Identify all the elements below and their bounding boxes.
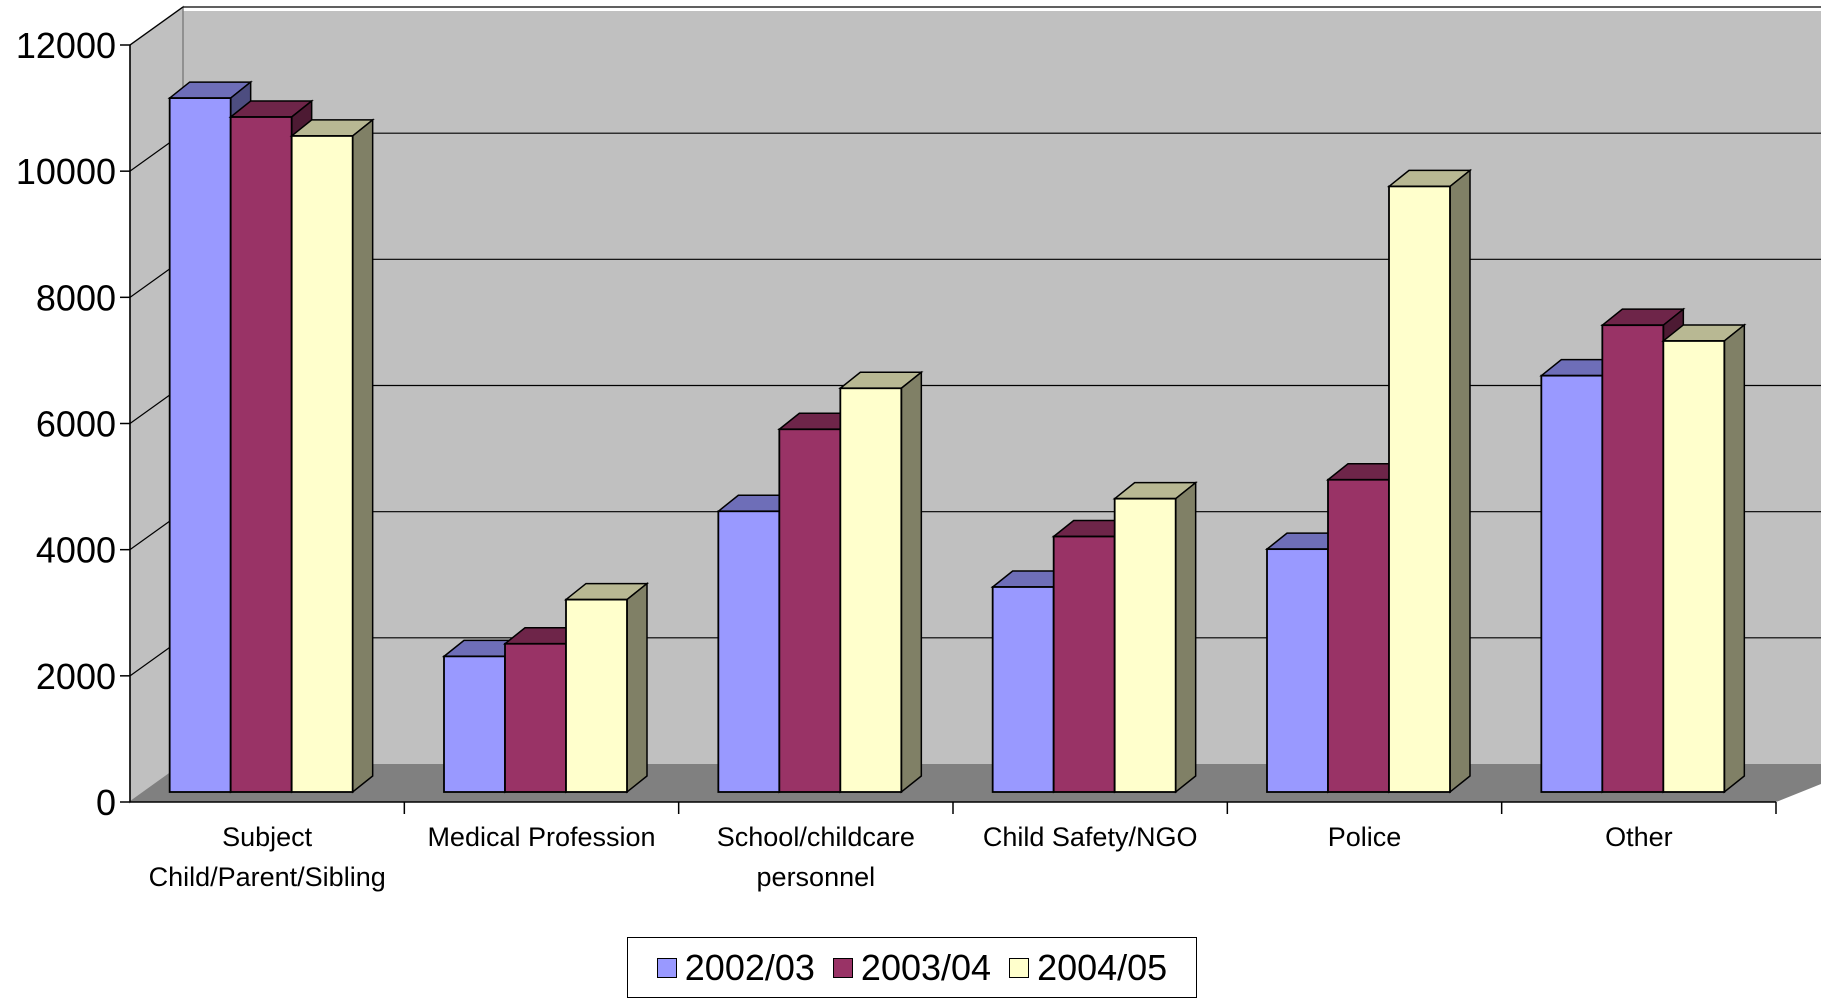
y-tick-label: 4000 bbox=[36, 530, 116, 571]
x-tick-label: Child Safety/NGO bbox=[983, 822, 1198, 852]
bar-2002/03-5 bbox=[1540, 374, 1604, 793]
y-tick-label: 0 bbox=[96, 782, 116, 823]
x-tick-label: Child/Parent/Sibling bbox=[149, 862, 386, 892]
bar-side bbox=[900, 370, 923, 794]
bar-2003/04-0 bbox=[229, 116, 293, 793]
bar-2002/03-3 bbox=[991, 586, 1055, 793]
bar-2004/05-2 bbox=[839, 387, 903, 793]
x-tick-label: School/childcare bbox=[717, 822, 915, 852]
y-tick-label: 12000 bbox=[16, 25, 116, 66]
legend-item-series-1: 2003/04 bbox=[832, 946, 992, 989]
bar-2004/05-4 bbox=[1388, 185, 1451, 793]
x-tick-label: Other bbox=[1605, 822, 1673, 852]
bar-2003/04-3 bbox=[1052, 535, 1116, 793]
y-tick-label: 8000 bbox=[36, 277, 116, 318]
bar-side bbox=[1174, 481, 1197, 794]
x-tick-label: Police bbox=[1328, 822, 1402, 852]
legend-label-series-2: 2004/05 bbox=[1037, 946, 1168, 988]
legend: 2002/03 2003/04 2004/05 bbox=[627, 937, 1197, 998]
x-tick-label: Subject bbox=[222, 822, 313, 852]
bar-2002/03-4 bbox=[1266, 548, 1329, 793]
bar-2003/04-4 bbox=[1327, 478, 1390, 793]
gridline-side bbox=[129, 6, 184, 46]
legend-item-series-2: 2004/05 bbox=[1009, 947, 1167, 989]
bar-2004/05-3 bbox=[1113, 497, 1177, 793]
bar-2003/04-1 bbox=[504, 642, 567, 793]
y-tick-label: 2000 bbox=[36, 656, 116, 697]
bar-2004/05-5 bbox=[1662, 340, 1726, 793]
bar-2002/03-0 bbox=[168, 97, 232, 793]
legend-item-series-0: 2002/03 bbox=[656, 946, 815, 989]
bar-2003/04-2 bbox=[778, 428, 842, 793]
y-tick-label: 10000 bbox=[16, 151, 116, 192]
x-tick-label: Medical Profession bbox=[427, 822, 655, 852]
bar-side bbox=[626, 582, 648, 794]
bar-2002/03-1 bbox=[443, 655, 506, 793]
bar-2002/03-2 bbox=[717, 510, 781, 793]
legend-label-series-1: 2003/04 bbox=[860, 946, 992, 988]
bar-side bbox=[1723, 323, 1746, 794]
legend-swatch-series-1 bbox=[832, 957, 853, 978]
legend-swatch-series-0 bbox=[656, 957, 677, 978]
bar-side bbox=[1449, 168, 1471, 794]
bar-2003/04-5 bbox=[1601, 324, 1665, 793]
x-tick-label: personnel bbox=[757, 862, 876, 892]
legend-label-series-0: 2002/03 bbox=[684, 946, 815, 988]
bar-2004/05-1 bbox=[565, 598, 628, 793]
y-tick-label: 6000 bbox=[36, 404, 116, 445]
bar-2004/05-0 bbox=[290, 135, 354, 793]
bar-side bbox=[351, 118, 374, 794]
legend-swatch-series-2 bbox=[1009, 957, 1030, 978]
